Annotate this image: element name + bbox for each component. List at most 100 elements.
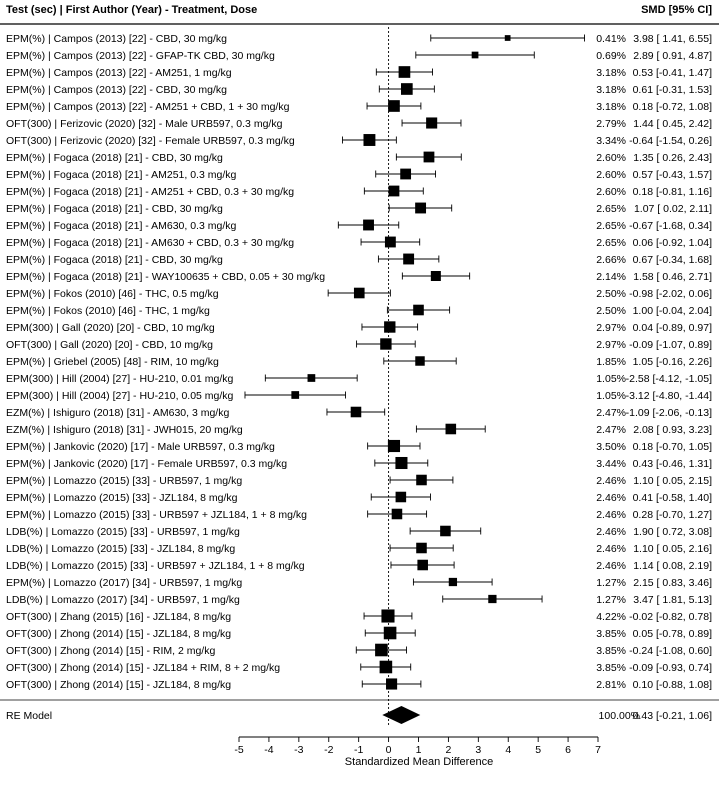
study-label: EPM(%) | Campos (2013) [22] - AM251, 1 m… [6,67,232,79]
study-row: EPM(%) | Fogaca (2018) [21] - AM630, 0.3… [6,219,712,232]
point-estimate-square [353,287,365,299]
study-ci-text: 1.05 [-0.16, 2.26] [633,356,712,368]
point-estimate-square [384,321,396,333]
study-ci-text: 1.90 [ 0.72, 3.08] [633,526,712,538]
study-weight: 3.50% [596,441,626,453]
study-row: EPM(%) | Fogaca (2018) [21] - CBD, 30 mg… [6,151,712,164]
study-label: EPM(%) | Fogaca (2018) [21] - AM630, 0.3… [6,220,236,232]
study-label: OFT(300) | Ferizovic (2020) [32] - Femal… [6,135,295,147]
study-label: EPM(%) | Fogaca (2018) [21] - CBD, 30 mg… [6,152,223,164]
study-row: EPM(300) | Hill (2004) [27] - HU-210, 0.… [6,373,712,385]
study-row: EPM(%) | Lomazzo (2017) [34] - URB597, 1… [6,577,712,589]
study-label: EPM(300) | Gall (2020) [20] - CBD, 10 mg… [6,322,215,334]
study-row: EPM(%) | Fogaca (2018) [21] - CBD, 30 mg… [6,253,712,266]
point-estimate-square [398,66,411,78]
summary-diamond [382,706,421,724]
point-estimate-square [415,356,425,366]
study-row: EPM(%) | Lomazzo (2015) [33] - URB597 + … [6,508,712,521]
study-ci-text: 2.08 [ 0.93, 3.23] [633,424,712,436]
study-weight: 1.27% [596,594,626,606]
study-row: EPM(%) | Fogaca (2018) [21] - AM630 + CB… [6,236,712,249]
study-weight: 2.46% [596,560,626,572]
point-estimate-square [291,391,300,399]
study-label: LDB(%) | Lomazzo (2015) [33] - URB597 + … [6,560,305,572]
study-ci-text: 2.15 [ 0.83, 3.46] [633,577,712,589]
header-right-label: SMD [95% CI] [641,4,712,16]
study-row: OFT(300) | Ferizovic (2020) [32] - Femal… [6,134,712,147]
study-weight: 2.47% [596,407,626,419]
study-weight: 1.05% [596,373,626,385]
study-row: LDB(%) | Lomazzo (2015) [33] - URB597 + … [6,559,712,572]
study-label: EPM(%) | Griebel (2005) [48] - RIM, 10 m… [6,356,219,368]
study-label: EPM(%) | Fogaca (2018) [21] - AM251, 0.3… [6,169,236,181]
study-ci-text: -0.98 [-2.02, 0.06] [629,288,712,300]
study-row: OFT(300) | Gall (2020) [20] - CBD, 10 mg… [6,338,712,351]
study-label: EZM(%) | Ishiguro (2018) [31] - JWH015, … [6,424,243,436]
study-label: EPM(%) | Lomazzo (2015) [33] - JZL184, 8… [6,492,238,504]
study-row: EPM(%) | Fogaca (2018) [21] - AM251, 0.3… [6,168,712,181]
x-tick-label: -5 [234,744,243,756]
study-weight: 2.50% [596,288,626,300]
summary-label: RE Model [6,710,52,722]
point-estimate-square [384,236,396,248]
study-label: EPM(%) | Fogaca (2018) [21] - CBD, 30 mg… [6,203,223,215]
study-ci-text: -2.58 [-4.12, -1.05] [626,373,712,385]
study-ci-text: 0.41 [-0.58, 1.40] [633,492,712,504]
study-ci-text: 0.10 [-0.88, 1.08] [633,679,712,691]
study-label: EPM(%) | Campos (2013) [22] - CBD, 30 mg… [6,33,227,45]
study-ci-text: 2.89 [ 0.91, 4.87] [633,50,712,62]
study-label: EPM(%) | Fogaca (2018) [21] - WAY100635 … [6,271,325,283]
study-ci-text: 3.47 [ 1.81, 5.13] [633,594,712,606]
point-estimate-square [440,525,451,537]
study-ci-text: 0.18 [-0.70, 1.05] [633,441,712,453]
point-estimate-square [416,542,427,554]
study-ci-text: 0.04 [-0.89, 0.97] [633,322,712,334]
point-estimate-square [471,51,479,59]
point-estimate-square [381,609,395,623]
point-estimate-square [363,134,376,146]
study-row: OFT(300) | Ferizovic (2020) [32] - Male … [6,117,712,130]
study-ci-text: 3.98 [ 1.41, 6.55] [633,33,712,45]
study-weight: 2.46% [596,475,626,487]
study-ci-text: 1.58 [ 0.46, 2.71] [633,271,712,283]
point-estimate-square [388,185,400,197]
study-weight: 1.05% [596,390,626,402]
study-ci-text: 1.00 [-0.04, 2.04] [633,305,712,317]
summary-ci-text: 0.43 [-0.21, 1.06] [633,710,712,722]
study-row: EPM(%) | Campos (2013) [22] - CBD, 30 mg… [6,33,712,45]
study-weight: 1.85% [596,356,626,368]
point-estimate-square [387,439,401,453]
study-row: OFT(300) | Zhong (2014) [15] - RIM, 2 mg… [6,643,712,657]
study-weight: 2.46% [596,509,626,521]
study-row: EPM(%) | Fokos (2010) [46] - THC, 1 mg/k… [6,304,712,317]
study-rows: EPM(%) | Campos (2013) [22] - CBD, 30 mg… [6,33,712,691]
study-weight: 2.47% [596,424,626,436]
study-row: EPM(%) | Lomazzo (2015) [33] - JZL184, 8… [6,491,712,504]
header-left-label: Test (sec) | First Author (Year) - Treat… [6,4,257,16]
study-row: OFT(300) | Zhong (2014) [15] - JZL184 + … [6,660,712,674]
study-label: OFT(300) | Gall (2020) [20] - CBD, 10 mg… [6,339,213,351]
study-row: EPM(300) | Hill (2004) [27] - HU-210, 0.… [6,390,712,402]
x-axis: -5 -4 -3 -2 -1 0 1 2 3 4 5 6 7 [234,736,601,756]
point-estimate-square [363,219,374,231]
point-estimate-square [426,117,438,129]
x-tick-label: 4 [505,744,511,756]
study-row: LDB(%) | Lomazzo (2015) [33] - URB597, 1… [6,525,712,538]
study-weight: 0.41% [596,33,626,45]
study-row: LDB(%) | Lomazzo (2015) [33] - JZL184, 8… [6,542,712,555]
study-row: OFT(300) | Zhong (2014) [15] - JZL184, 8… [6,678,712,691]
study-row: EPM(%) | Campos (2013) [22] - CBD, 30 mg… [6,83,712,96]
study-ci-text: -3.12 [-4.80, -1.44] [626,390,712,402]
study-ci-text: -0.02 [-0.82, 0.78] [629,611,712,623]
study-weight: 2.46% [596,492,626,504]
study-label: OFT(300) | Zhang (2015) [16] - JZL184, 8… [6,611,231,623]
study-label: EPM(%) | Fokos (2010) [46] - THC, 0.5 mg… [6,288,219,300]
study-ci-text: -0.64 [-1.54, 0.26] [629,135,712,147]
study-weight: 1.27% [596,577,626,589]
study-ci-text: 0.18 [-0.72, 1.08] [633,101,712,113]
x-tick-label: 0 [386,744,392,756]
study-label: EPM(%) | Lomazzo (2015) [33] - URB597 + … [6,509,307,521]
study-label: LDB(%) | Lomazzo (2015) [33] - URB597, 1… [6,526,240,538]
study-ci-text: 0.43 [-0.46, 1.31] [633,458,712,470]
study-weight: 2.60% [596,186,626,198]
